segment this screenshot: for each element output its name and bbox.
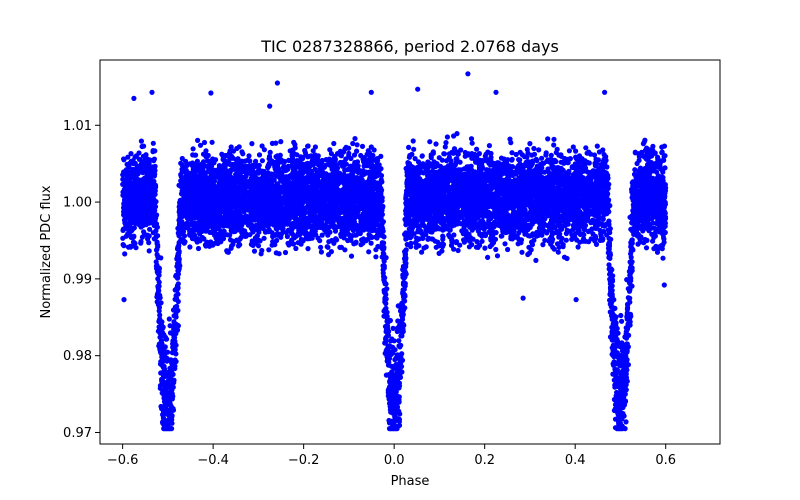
scatter-point: [267, 103, 273, 109]
y-axis: 0.97 0.98 0.99 1.00 1.01: [63, 119, 100, 441]
scatter-point: [208, 90, 214, 96]
x-tick-label: −0.6: [107, 453, 139, 468]
scatter-point-cloud: [120, 131, 669, 432]
scatter-point: [465, 71, 471, 77]
scatter-point: [368, 89, 374, 95]
scatter-point: [661, 282, 667, 288]
y-tick-label: 0.99: [63, 272, 92, 287]
scatter-point: [520, 295, 526, 301]
x-tick-label: 0.2: [474, 453, 495, 468]
scatter-point: [274, 80, 280, 86]
x-tick-label: 0.4: [565, 453, 586, 468]
scatter-point: [602, 89, 608, 95]
x-axis: −0.6 −0.4 −0.2 0.0 0.2 0.4 0.6: [107, 444, 676, 468]
y-tick-label: 0.97: [63, 426, 92, 441]
y-tick-label: 0.98: [63, 349, 92, 364]
scatter-point: [149, 89, 155, 95]
y-axis-title: Normalized PDC flux: [39, 185, 54, 318]
plot-frame: [99, 59, 721, 445]
x-tick-label: −0.2: [288, 453, 320, 468]
scatter-points: [120, 71, 669, 432]
scatter-point: [131, 95, 137, 101]
scatter-point: [121, 297, 127, 303]
x-tick-label: 0.0: [384, 453, 405, 468]
scatter-point: [573, 297, 579, 303]
y-tick-label: 1.01: [63, 119, 92, 134]
x-tick-label: 0.6: [655, 453, 676, 468]
x-tick-label: −0.4: [197, 453, 229, 468]
scatter-point: [415, 86, 421, 92]
x-axis-title: Phase: [391, 474, 430, 489]
y-tick-label: 1.00: [63, 196, 92, 211]
scatter-point: [493, 89, 499, 95]
chart-title: TIC 0287328866, period 2.0768 days: [260, 37, 559, 56]
